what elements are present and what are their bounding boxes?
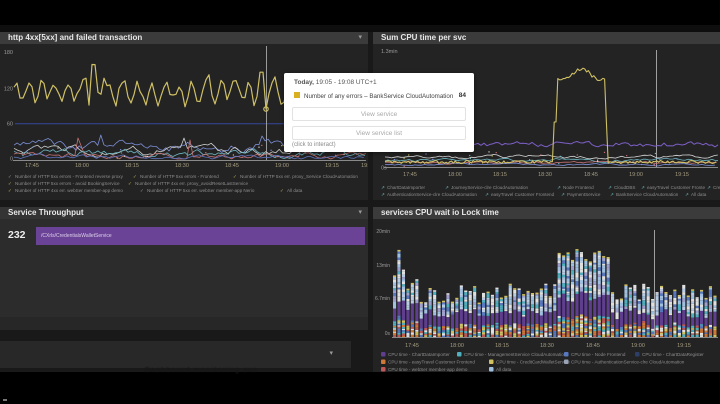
svg-text:1.3min: 1.3min [381, 49, 398, 55]
svg-text:BankService CloudAutomation: BankService CloudAutomation [616, 192, 679, 197]
svg-text:↗: ↗ [557, 185, 561, 190]
svg-text:17:45: 17:45 [405, 343, 419, 349]
svg-text:120: 120 [4, 87, 13, 93]
svg-text:18:30: 18:30 [175, 163, 189, 169]
svg-text:18:30: 18:30 [540, 343, 554, 349]
svg-text:All data: All data [287, 188, 303, 193]
svg-text:↗: ↗ [610, 192, 614, 197]
svg-text:20min: 20min [376, 229, 390, 235]
svg-text:↗: ↗ [485, 192, 489, 197]
svg-text:✓: ✓ [233, 174, 237, 179]
svg-text:Number of HTTP 5xx errors - Fr: Number of HTTP 5xx errors - Frontend [140, 174, 219, 179]
svg-text:19:15: 19:15 [325, 163, 339, 169]
svg-text:180: 180 [4, 50, 13, 56]
svg-text:ChartDataImporter: ChartDataImporter [387, 185, 426, 190]
svg-text:CPU time - Node Frontend: CPU time - Node Frontend [571, 352, 626, 357]
svg-text:↗: ↗ [561, 192, 565, 197]
svg-text:All data: All data [691, 192, 707, 197]
svg-text:CPU time - easyTravel Customer: CPU time - easyTravel Customer Frontend [388, 360, 475, 365]
svg-text:18:00: 18:00 [448, 172, 462, 178]
svg-text:17:45: 17:45 [403, 172, 417, 178]
svg-text:18:30: 18:30 [538, 172, 552, 178]
svg-text:18:00: 18:00 [75, 163, 89, 169]
svg-text:✓: ✓ [133, 174, 137, 179]
svg-text:↗: ↗ [608, 185, 612, 190]
svg-text:19:30: 19:30 [361, 163, 368, 169]
svg-text:Number of HTTP 5xx err. webSer: Number of HTTP 5xx err. webSer member-ap… [147, 188, 255, 193]
svg-text:18:15: 18:15 [493, 172, 507, 178]
svg-text:CPU time - ManagementService C: CPU time - ManagementService CloudAutoma… [464, 352, 567, 357]
svg-text:PaymentService: PaymentService [567, 192, 601, 197]
svg-text:Number of HTTP 5xx errors - Fr: Number of HTTP 5xx errors - Frontend rev… [15, 174, 124, 179]
svg-text:All data: All data [496, 367, 512, 372]
svg-text:CPU time - CreditCardWalletSer: CPU time - CreditCardWalletService [496, 360, 570, 365]
svg-text:18:45: 18:45 [586, 343, 600, 349]
svg-text:17:45: 17:45 [25, 163, 39, 169]
svg-text:easyTravel Customer Fronte: easyTravel Customer Fronte [647, 185, 705, 190]
svg-text:AuthenticationService-clre Clo: AuthenticationService-clre CloudAutomati… [387, 192, 477, 197]
svg-text:19:00: 19:00 [631, 343, 645, 349]
svg-text:6.7min: 6.7min [375, 296, 390, 302]
svg-text:↗: ↗ [445, 185, 449, 190]
svg-text:CreditCardW: CreditCardW [713, 185, 720, 190]
svg-text:✓: ✓ [8, 188, 12, 193]
svg-text:Number of HTTP 4xx err. proxy_: Number of HTTP 4xx err. proxy_avoidReset… [135, 181, 248, 186]
svg-text:↗: ↗ [381, 192, 385, 197]
svg-text:CPU time - ChartDataImporter: CPU time - ChartDataImporter [388, 352, 450, 357]
svg-text:19:00: 19:00 [629, 172, 643, 178]
svg-text:Node Frontend: Node Frontend [563, 185, 594, 190]
svg-text:Number of HTTP 5xx errors - av: Number of HTTP 5xx errors - avoid Bookin… [15, 181, 120, 186]
svg-text:19:15: 19:15 [675, 172, 689, 178]
svg-text:↗: ↗ [707, 185, 711, 190]
svg-text:↗: ↗ [685, 192, 689, 197]
svg-text:↗: ↗ [381, 185, 385, 190]
svg-text:0s: 0s [385, 331, 391, 337]
svg-text:18:00: 18:00 [450, 343, 464, 349]
svg-text:Number of HTTP 4xx err. webSer: Number of HTTP 4xx err. webSer member-ap… [15, 188, 123, 193]
svg-text:18:45: 18:45 [584, 172, 598, 178]
svg-text:18:15: 18:15 [495, 343, 509, 349]
svg-text:↗: ↗ [641, 185, 645, 190]
svg-text:JourneyService-clre CloudAutom: JourneyService-clre CloudAutomation [451, 185, 529, 190]
svg-text:Number of HTTP 5xx err. proxy_: Number of HTTP 5xx err. proxy_Service Cl… [240, 174, 358, 179]
svg-text:0s: 0s [381, 166, 387, 172]
svg-text:✓: ✓ [140, 188, 144, 193]
svg-text:60: 60 [7, 122, 13, 128]
svg-text:CloudDBS: CloudDBS [614, 185, 635, 190]
svg-text:✓: ✓ [8, 174, 12, 179]
svg-text:easyTravel Customer Frontend: easyTravel Customer Frontend [491, 192, 555, 197]
svg-text:13min: 13min [376, 263, 390, 269]
svg-text:CPU time - webSer member-app d: CPU time - webSer member-app demo [388, 367, 468, 372]
svg-text:CPU time - AuthenticationServi: CPU time - AuthenticationService-clre Cl… [571, 360, 685, 365]
svg-text:18:45: 18:45 [225, 163, 239, 169]
svg-text:✓: ✓ [8, 181, 12, 186]
svg-text:✓: ✓ [128, 181, 132, 186]
svg-text:CPU time - ChartDataRegister: CPU time - ChartDataRegister [642, 352, 704, 357]
svg-text:✓: ✓ [280, 188, 284, 193]
svg-text:0: 0 [10, 157, 13, 163]
svg-text:18:15: 18:15 [125, 163, 139, 169]
svg-text:19:15: 19:15 [677, 343, 691, 349]
svg-text:19:00: 19:00 [275, 163, 289, 169]
